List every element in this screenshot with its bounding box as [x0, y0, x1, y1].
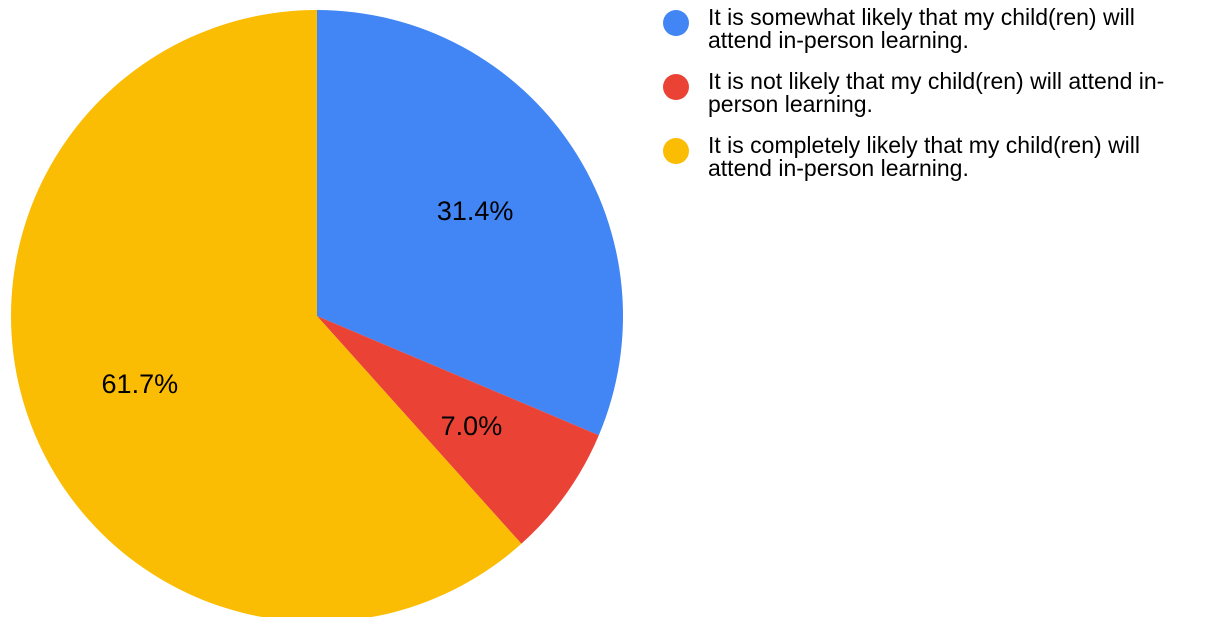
legend-swatch: [663, 10, 689, 36]
pie-slice[interactable]: [317, 10, 624, 436]
pie-slice-labels: 31.4% 7.0% 61.7%: [102, 196, 514, 441]
slice-value-label: 7.0%: [441, 411, 503, 441]
legend-item[interactable]: It is completely likely that my child(re…: [663, 134, 1198, 180]
pie-slice[interactable]: [11, 10, 522, 617]
legend-label: It is somewhat likely that my child(ren)…: [708, 4, 1135, 53]
legend-label: It is completely likely that my child(re…: [708, 132, 1141, 181]
legend-item[interactable]: It is not likely that my child(ren) will…: [663, 70, 1198, 116]
legend-swatch: [663, 138, 689, 164]
slice-value-label: 31.4%: [437, 196, 514, 226]
legend-swatch: [663, 74, 689, 100]
pie-slice[interactable]: [317, 316, 599, 544]
slice-value-label: 61.7%: [102, 369, 179, 399]
legend-item[interactable]: It is somewhat likely that my child(ren)…: [663, 6, 1198, 52]
pie-slices: [11, 10, 624, 617]
legend-label: It is not likely that my child(ren) will…: [708, 68, 1165, 117]
chart-legend: It is somewhat likely that my child(ren)…: [663, 6, 1198, 198]
